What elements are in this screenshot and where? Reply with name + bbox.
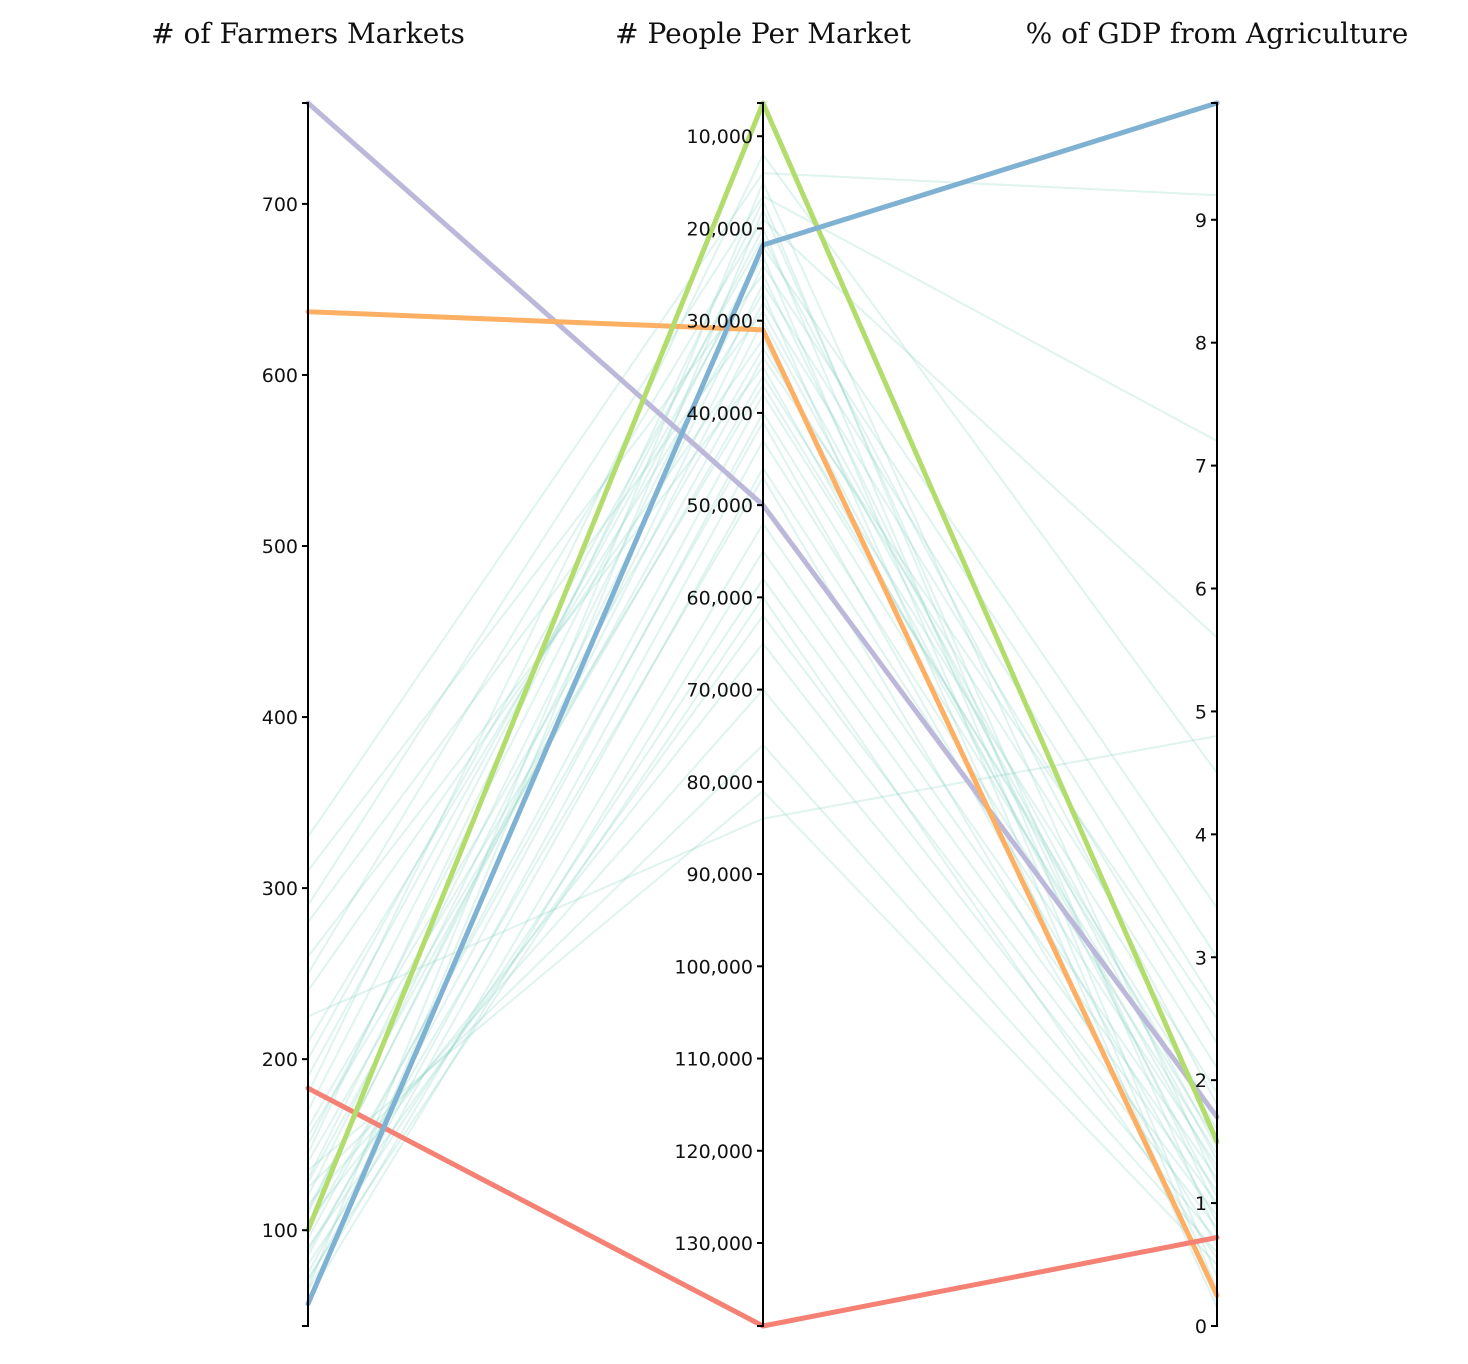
tick-label: 40,000	[687, 403, 753, 425]
tick-label: 50,000	[687, 495, 753, 517]
axis-3: % of GDP from Agriculture 0 1 2 3 4 5 6 7 8 9	[1026, 17, 1409, 1338]
tick-label: 9	[1195, 210, 1207, 232]
tick-label: 3	[1195, 947, 1207, 969]
tick-label: 600	[262, 365, 298, 387]
axes: # of Farmers Markets10020030040050060070…	[151, 17, 1408, 1338]
tick-label: 120,000	[674, 1141, 753, 1163]
tick-label: 60,000	[687, 587, 753, 609]
tick-label: 200	[262, 1049, 298, 1071]
tick-label: 30,000	[687, 311, 753, 333]
tick-label: 400	[262, 707, 298, 729]
tick-label: 7	[1195, 456, 1207, 478]
axis-1: # of Farmers Markets 100 200 300 400 500 600 70…	[151, 17, 465, 1327]
tick-label: 10,000	[687, 126, 753, 148]
tick-label: 5	[1195, 701, 1207, 723]
tick-label: 500	[262, 536, 298, 558]
axis-2: # People Per Market 10,000 20,000 30,000 40,…	[615, 17, 912, 1327]
tick-label: 4	[1195, 824, 1207, 846]
axis-line	[757, 102, 764, 1327]
tick-label: 100	[262, 1220, 298, 1242]
tick-label: 300	[262, 878, 298, 900]
axis-title: % of GDP from Agriculture	[1026, 17, 1409, 50]
tick-label: 700	[262, 194, 298, 216]
tick-label: 80,000	[687, 772, 753, 794]
tick-label: 8	[1195, 333, 1207, 355]
axis-line	[302, 102, 309, 1327]
tick-label: 0	[1195, 1316, 1207, 1338]
axis-title: # of Farmers Markets	[151, 17, 465, 50]
tick-label: 110,000	[674, 1049, 753, 1071]
axis-title: # People Per Market	[615, 17, 911, 50]
tick-label: 90,000	[687, 864, 753, 886]
tick-label: 130,000	[674, 1233, 753, 1255]
tick-label: 100,000	[674, 956, 753, 978]
tick-label: 1	[1195, 1193, 1207, 1215]
tick-label: 20,000	[687, 218, 753, 240]
tick-label: 2	[1195, 1070, 1207, 1092]
tick-label: 70,000	[687, 680, 753, 702]
tick-label: 6	[1195, 579, 1207, 601]
